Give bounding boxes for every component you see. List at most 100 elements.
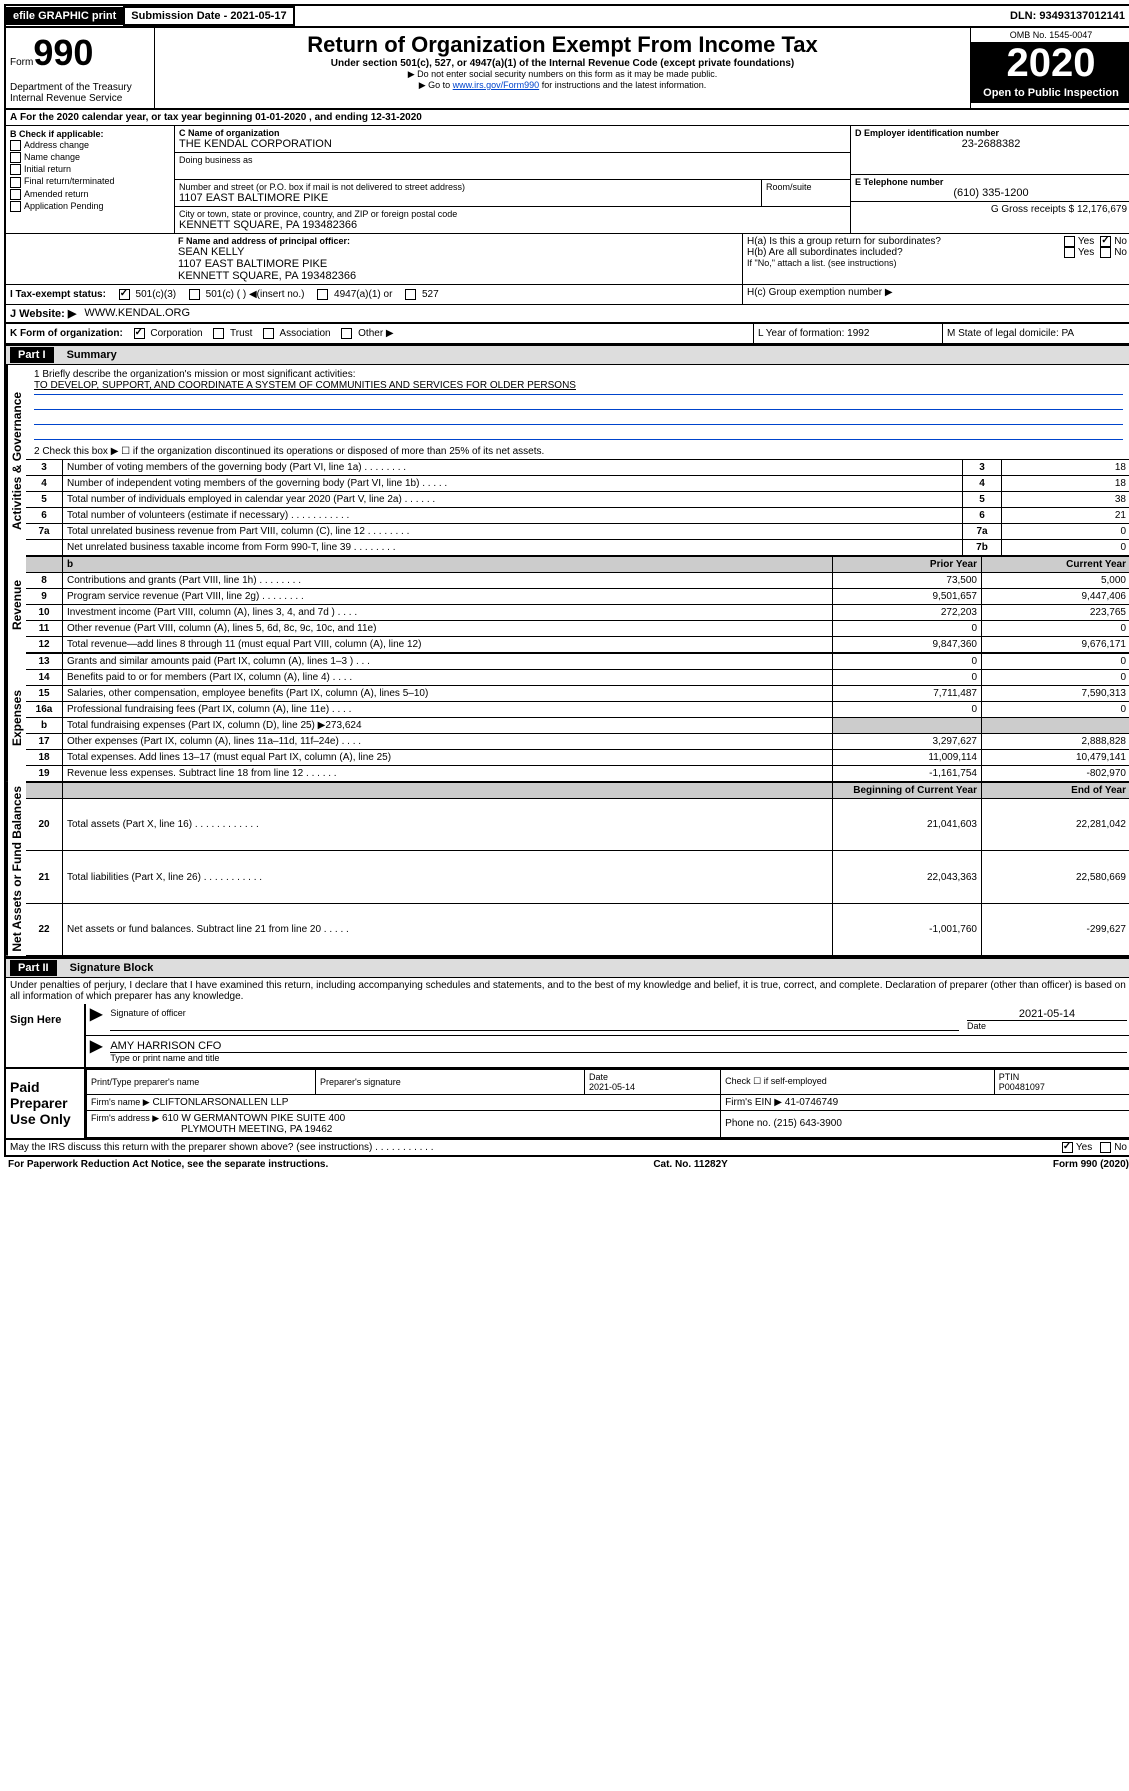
department: Department of the Treasury Internal Reve… (10, 82, 150, 104)
mission-text: TO DEVELOP, SUPPORT, AND COORDINATE A SY… (34, 380, 1123, 395)
end-year-head: End of Year (982, 783, 1129, 799)
part-i-title: Summary (67, 349, 117, 361)
prior-year-head: Prior Year (833, 557, 982, 573)
h-a: H(a) Is this a group return for subordin… (747, 236, 1064, 247)
i-501c[interactable]: 501(c) ( ) ◀(insert no.) (189, 289, 305, 300)
side-expenses: Expenses (6, 653, 26, 782)
year-cell: OMB No. 1545-0047 2020 Open to Public In… (970, 28, 1129, 108)
ein: 23-2688382 (855, 138, 1127, 150)
j-label: J Website: ▶ (6, 305, 80, 322)
irs-link[interactable]: www.irs.gov/Form990 (453, 80, 540, 90)
i-501c3[interactable]: 501(c)(3) (119, 289, 176, 300)
mission-line4 (34, 425, 1123, 440)
officer-name: SEAN KELLY (178, 246, 738, 258)
website[interactable]: WWW.KENDAL.ORG (80, 305, 194, 322)
cb-initial-return[interactable]: Initial return (10, 164, 170, 175)
k-trust[interactable]: Trust (213, 328, 252, 339)
netassets-table: Beginning of Current Year End of Year 20… (26, 782, 1129, 956)
section-d-label: D Employer identification number (855, 128, 1127, 138)
cb-final-return[interactable]: Final return/terminated (10, 176, 170, 187)
firm-phone: Phone no. (215) 643-3900 (721, 1110, 1129, 1137)
goto-pre: ▶ Go to (419, 80, 453, 90)
perjury-text: Under penalties of perjury, I declare th… (4, 978, 1129, 1004)
hb-yes[interactable]: Yes (1064, 247, 1094, 258)
gov-row: 6Total number of volunteers (estimate if… (26, 508, 1129, 524)
sign-here-label: Sign Here (6, 1004, 86, 1067)
top-bar: efile GRAPHIC print Submission Date - 20… (4, 4, 1129, 28)
section-c: C Name of organization THE KENDAL CORPOR… (175, 126, 850, 233)
klm-block: K Form of organization: Corporation Trus… (4, 324, 1129, 345)
discuss-q: May the IRS discuss this return with the… (10, 1142, 1062, 1153)
form-ref: Form 990 (2020) (1053, 1159, 1129, 1170)
i-hc-block: I Tax-exempt status: 501(c)(3) 501(c) ( … (4, 285, 1129, 305)
sig-date: 2021-05-14 (967, 1008, 1127, 1020)
prep-col1: Print/Type preparer's name (87, 1069, 316, 1094)
right-info: D Employer identification number 23-2688… (850, 126, 1129, 233)
section-j: J Website: ▶ WWW.KENDAL.ORG (4, 305, 1129, 324)
discuss-yes[interactable]: Yes (1062, 1142, 1092, 1153)
k-other[interactable]: Other ▶ (341, 328, 393, 339)
cb-name-change[interactable]: Name change (10, 152, 170, 163)
revenue-block: Revenue b Prior Year Current Year 8Contr… (4, 556, 1129, 653)
h-b: H(b) Are all subordinates included? (747, 247, 1064, 258)
section-h: H(a) Is this a group return for subordin… (743, 234, 1129, 284)
hb-no[interactable]: No (1100, 247, 1127, 258)
section-l: L Year of formation: 1992 (753, 324, 942, 343)
mission-line2 (34, 395, 1123, 410)
form-word: Form (10, 57, 33, 68)
efile-button[interactable]: efile GRAPHIC print (6, 7, 123, 25)
expenses-table: 13Grants and similar amounts paid (Part … (26, 653, 1129, 782)
q2: 2 Check this box ▶ ☐ if the organization… (26, 444, 1129, 459)
prep-col2: Preparer's signature (316, 1069, 585, 1094)
k-label: K Form of organization: (10, 328, 123, 339)
form-title: Return of Organization Exempt From Incom… (163, 32, 962, 58)
gov-row: 4Number of independent voting members of… (26, 476, 1129, 492)
ha-no[interactable]: No (1100, 236, 1127, 247)
org-address: 1107 EAST BALTIMORE PIKE (179, 192, 757, 204)
part-ii-title: Signature Block (70, 962, 154, 974)
side-netassets: Net Assets or Fund Balances (6, 782, 26, 956)
ha-yes[interactable]: Yes (1064, 236, 1094, 247)
section-e-label: E Telephone number (855, 177, 1127, 187)
discuss-no[interactable]: No (1100, 1142, 1127, 1153)
i-4947[interactable]: 4947(a)(1) or (317, 289, 392, 300)
form-number: 990 (33, 32, 93, 73)
org-name: THE KENDAL CORPORATION (179, 138, 846, 150)
i-527[interactable]: 527 (405, 289, 438, 300)
expense-row: 19Revenue less expenses. Subtract line 1… (26, 766, 1129, 782)
f-h-block: F Name and address of principal officer:… (4, 234, 1129, 285)
dba-label: Doing business as (179, 155, 846, 165)
revenue-row: 11Other revenue (Part VIII, column (A), … (26, 621, 1129, 637)
section-k: K Form of organization: Corporation Trus… (6, 324, 753, 343)
prep-col3-label: Date2021-05-14 (585, 1069, 721, 1094)
firm-name-row: Firm's name ▶ CLIFTONLARSONALLEN LLP (87, 1094, 721, 1110)
k-corp[interactable]: Corporation (134, 328, 203, 339)
mission-block: 1 Briefly describe the organization's mi… (26, 365, 1129, 444)
f-label: F Name and address of principal officer: (178, 236, 738, 246)
part-i-header: Part I Summary (4, 345, 1129, 365)
city-label: City or town, state or province, country… (179, 209, 846, 219)
pra-notice: For Paperwork Reduction Act Notice, see … (8, 1159, 328, 1170)
paid-preparer-block: Paid Preparer Use Only Print/Type prepar… (4, 1069, 1129, 1140)
expense-row: 15Salaries, other compensation, employee… (26, 686, 1129, 702)
telephone: (610) 335-1200 (855, 187, 1127, 199)
revenue-table: b Prior Year Current Year 8Contributions… (26, 556, 1129, 653)
prep-check-se[interactable]: Check ☐ if self-employed (721, 1069, 995, 1094)
section-a: A For the 2020 calendar year, or tax yea… (4, 110, 1129, 126)
expense-row: 16aProfessional fundraising fees (Part I… (26, 702, 1129, 718)
addr-label: Number and street (or P.O. box if mail i… (179, 182, 757, 192)
room-suite: Room/suite (762, 180, 850, 206)
subtitle-2: ▶ Do not enter social security numbers o… (163, 69, 962, 80)
cb-app-pending[interactable]: Application Pending (10, 201, 170, 212)
k-assoc[interactable]: Association (263, 328, 330, 339)
gov-row: 3Number of voting members of the governi… (26, 460, 1129, 476)
cb-address-change[interactable]: Address change (10, 140, 170, 151)
section-m: M State of legal domicile: PA (942, 324, 1129, 343)
cb-amended[interactable]: Amended return (10, 189, 170, 200)
gross-receipts: G Gross receipts $ 12,176,679 (851, 202, 1129, 217)
subtitle-1: Under section 501(c), 527, or 4947(a)(1)… (163, 58, 962, 69)
officer-name-label: Type or print name and title (110, 1052, 1127, 1063)
footer: For Paperwork Reduction Act Notice, see … (4, 1157, 1129, 1172)
section-i: I Tax-exempt status: 501(c)(3) 501(c) ( … (6, 285, 742, 304)
part-ii-label: Part II (10, 960, 57, 976)
